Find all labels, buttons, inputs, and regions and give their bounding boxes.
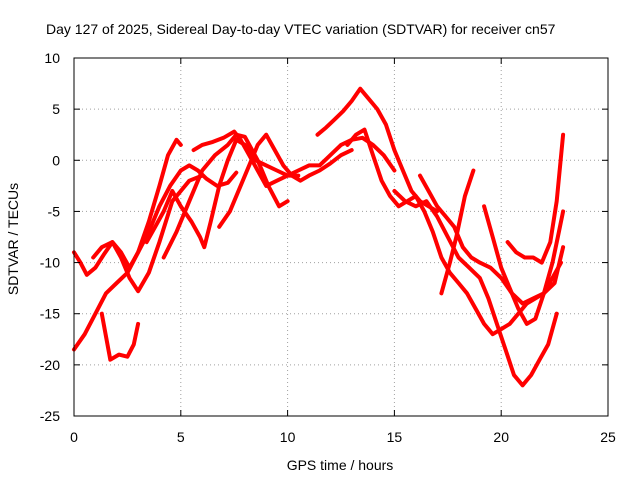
chart-title: Day 127 of 2025, Sidereal Day-to-day VTE… — [46, 21, 556, 37]
x-tick-label: 5 — [177, 429, 185, 445]
plot-frame — [73, 57, 609, 417]
y-tick-label: -5 — [48, 203, 61, 219]
x-tick-label: 10 — [280, 429, 296, 445]
series-track-11 — [392, 189, 559, 388]
series-track-1 — [72, 137, 183, 352]
axis-ticks — [73, 57, 609, 417]
series-track-13 — [439, 168, 476, 296]
series-track-7 — [191, 129, 397, 188]
x-tick-label: 25 — [600, 429, 616, 445]
series-track-10 — [345, 127, 563, 337]
series-track-4 — [99, 311, 141, 362]
y-tick-label: -10 — [40, 255, 60, 271]
series-track-14 — [482, 204, 566, 326]
series-track-6 — [161, 132, 290, 260]
series-track-8 — [217, 132, 354, 229]
y-tick-label: -15 — [40, 306, 60, 322]
y-tick-label: 0 — [52, 152, 60, 168]
x-tick-label: 15 — [387, 429, 403, 445]
y-tick-label: -20 — [40, 357, 60, 373]
y-axis-label: SDTVAR / TECUs — [5, 183, 21, 295]
series-track-5 — [144, 137, 301, 250]
series-track-2 — [72, 173, 205, 294]
series-track-15 — [505, 132, 566, 265]
y-tick-label: -25 — [40, 408, 60, 424]
y-tick-label: 5 — [52, 101, 60, 117]
x-tick-label: 0 — [70, 429, 78, 445]
series-track-3 — [91, 163, 239, 270]
x-axis-label: GPS time / hours — [287, 457, 394, 473]
series-track-12 — [418, 173, 566, 306]
series-layer — [72, 86, 566, 388]
x-tick-label: 20 — [493, 429, 509, 445]
y-tick-label: 10 — [44, 50, 60, 66]
